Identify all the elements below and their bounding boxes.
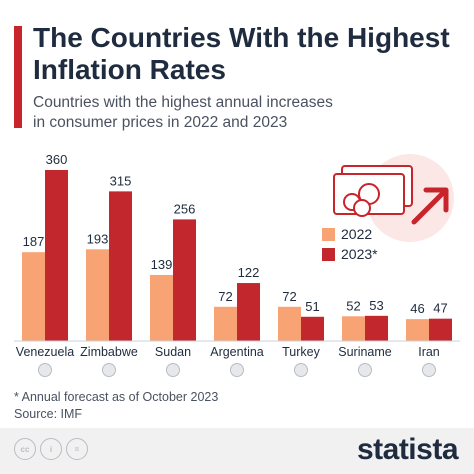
source-note: Source: IMF (14, 407, 83, 421)
legend-label-2023: 2023* (341, 246, 378, 262)
legend-swatch-2022 (322, 227, 335, 241)
value-label-suriname-2022: 52 (346, 298, 360, 313)
bar-argentina-2023 (237, 283, 260, 341)
value-label-venezuela-2023: 360 (46, 152, 68, 167)
value-label-turkey-2022: 72 (282, 289, 296, 304)
legend-label-2022: 2022 (341, 226, 373, 242)
bar-turkey-2023 (301, 316, 324, 341)
attribution-icon[interactable]: i (40, 438, 62, 460)
bar-suriname-2022 (342, 316, 365, 341)
flag-icon-venezuela (38, 363, 52, 377)
category-label-turkey: Turkey (282, 345, 320, 359)
bar-suriname-2023 (365, 315, 388, 341)
no-derivatives-icon[interactable]: = (66, 438, 88, 460)
bar-iran-2023 (429, 318, 452, 341)
bar-argentina-2022 (214, 306, 237, 341)
value-label-sudan-2022: 139 (151, 257, 173, 272)
flag-icon-sudan (166, 363, 180, 377)
forecast-note: * Annual forecast as of October 2023 (14, 390, 219, 404)
legend-swatch-2023 (322, 247, 335, 261)
title-line-1: The Countries With the Highest (33, 22, 450, 53)
bar-iran-2022 (406, 319, 429, 341)
category-label-zimbabwe: Zimbabwe (80, 345, 138, 359)
value-label-iran-2023: 47 (433, 301, 447, 316)
value-label-suriname-2023: 53 (369, 298, 383, 313)
creative-commons-icon[interactable]: cc (14, 438, 36, 460)
page-title: The Countries With the Highest Inflation… (33, 22, 463, 86)
bar-venezuela-2023 (45, 170, 68, 341)
subtitle-line-1: Countries with the highest annual increa… (33, 94, 333, 111)
legend-item-2023: 2023* (322, 244, 378, 264)
bar-sudan-2022 (150, 274, 173, 341)
money-icon (333, 154, 454, 242)
category-label-iran: Iran (418, 345, 440, 359)
flag-icon-argentina (230, 363, 244, 377)
title-line-2: Inflation Rates (33, 54, 226, 85)
value-label-venezuela-2022: 187 (23, 234, 45, 249)
category-label-venezuela: Venezuela (16, 345, 74, 359)
category-label-argentina: Argentina (210, 345, 264, 359)
statista-logo[interactable]: statista (356, 433, 459, 466)
chart-legend: 2022 2023* (322, 224, 378, 264)
page-subtitle: Countries with the highest annual increa… (33, 93, 463, 133)
title-accent-bar (14, 26, 22, 128)
value-label-zimbabwe-2022: 193 (87, 231, 109, 246)
value-label-argentina-2022: 72 (218, 289, 232, 304)
flag-icon-zimbabwe (102, 363, 116, 377)
category-label-suriname: Suriname (338, 345, 392, 359)
value-label-iran-2022: 46 (410, 301, 424, 316)
license-icons: cc i = (14, 438, 88, 460)
flag-icon-turkey (294, 363, 308, 377)
bar-sudan-2023 (173, 219, 196, 341)
value-label-argentina-2023: 122 (238, 265, 260, 280)
flag-icon-suriname (358, 363, 372, 377)
arrow-up-right-icon (411, 187, 449, 225)
bar-zimbabwe-2022 (86, 249, 109, 341)
category-label-sudan: Sudan (155, 345, 191, 359)
value-label-sudan-2023: 256 (174, 201, 196, 216)
value-label-turkey-2023: 51 (305, 299, 319, 314)
value-label-zimbabwe-2023: 315 (110, 173, 132, 188)
bar-turkey-2022 (278, 306, 301, 341)
legend-item-2022: 2022 (322, 224, 378, 244)
bar-venezuela-2022 (22, 252, 45, 341)
flag-icon-iran (422, 363, 436, 377)
bar-zimbabwe-2023 (109, 191, 132, 341)
subtitle-line-2: in consumer prices in 2022 and 2023 (33, 114, 288, 131)
